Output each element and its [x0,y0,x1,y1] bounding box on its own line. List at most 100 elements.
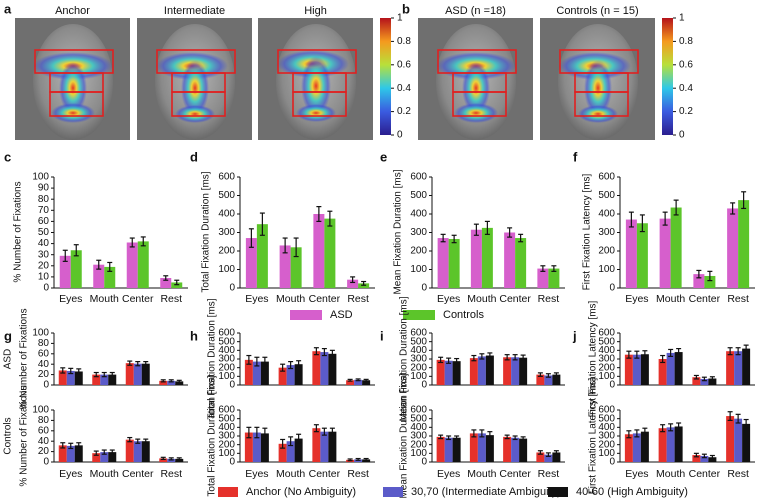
y-tick-label: 500 [410,336,427,347]
bar [448,238,460,288]
y-tick-label: 100 [218,264,235,275]
legend-swatch [383,487,403,497]
bar [444,437,453,462]
face-heatmap [137,18,252,140]
bar [640,354,649,385]
heat-blob [175,105,215,123]
error-bar [727,411,733,421]
error-bar [93,371,99,378]
y-tick-label: 600 [410,172,427,183]
y-axis-title: First Fixation Latency [ms] [582,173,593,290]
roi-box [452,91,507,117]
bar [481,227,493,288]
bar [160,278,172,288]
row-label: Controls [3,417,14,454]
y-tick-label: 0 [609,380,615,391]
error-bar [321,348,327,357]
error-bar [735,347,741,356]
error-bar [545,373,551,378]
x-tick-label: Rest [727,293,749,305]
error-bar [693,374,699,380]
error-bar [160,379,166,383]
x-tick-label: Center [689,468,721,480]
bar [544,454,553,462]
bar [320,352,329,385]
error-bar [479,353,485,360]
bar [708,457,717,462]
error-bar [135,361,141,367]
error-bar [109,449,115,455]
y-tick-label: 100 [32,172,49,183]
x-tick-label: Center [122,468,154,480]
legend-swatch [218,487,238,497]
bar [625,219,637,288]
y-tick-label: 600 [218,172,235,183]
bar [244,359,253,385]
bar [133,441,142,462]
bar [278,443,287,462]
error-bar [454,357,460,365]
error-bar [504,354,510,361]
bar [624,434,633,462]
bar [504,232,516,288]
x-tick-label: Mouth [467,293,496,305]
row-label: ASD [3,349,14,370]
x-tick-label: Mouth [656,293,685,305]
bar [536,452,545,462]
bar [278,367,287,385]
y-tick-label: 300 [410,227,427,238]
error-bar [168,379,174,383]
y-tick-label: 300 [598,227,615,238]
bar [252,432,261,462]
heat-blob [584,60,612,116]
y-tick-label: 0 [421,380,427,391]
legend-label: 30,70 (Intermediate Ambiguity) [411,486,561,498]
x-tick-label: Center [309,293,341,305]
panel-letter: j [572,328,577,343]
error-bar [634,350,640,359]
bar [511,357,520,385]
bar [108,452,117,462]
bar [93,264,105,288]
error-bar [109,371,115,378]
error-bar [60,442,66,449]
legend-label: ASD [330,309,353,321]
error-bar [246,426,252,439]
bar [312,351,321,385]
y-tick-label: 600 [598,405,615,416]
bar [66,445,75,462]
error-bar [76,442,82,449]
x-tick-label: Center [689,293,721,305]
error-bar [701,376,707,382]
face-heatmap [15,18,130,140]
panel-letter: f [573,149,578,164]
y-axis-title: % Number of Fixations [19,385,30,486]
error-bar [73,244,79,257]
error-bar [487,352,493,359]
bar [658,359,667,385]
y-tick-label: 20 [38,369,50,380]
bar [346,380,355,385]
bar [167,380,176,385]
error-bar [176,379,182,383]
error-bar [473,223,479,236]
y-tick-label: 0 [43,380,49,391]
error-bar [127,360,133,366]
error-bar [730,202,736,215]
bar [125,439,134,462]
error-bar [668,423,674,432]
error-bar [355,457,361,461]
bar [256,224,268,288]
y-tick-label: 80 [38,338,50,349]
bar [693,274,705,288]
bar [133,363,142,385]
heat-blob [181,60,209,116]
error-bar [660,424,666,433]
bar [347,279,359,288]
y-axis-title: % Number of Fixations [13,181,24,282]
error-bar [350,276,356,284]
error-bar [707,270,713,282]
y-tick-label: 500 [218,336,235,347]
error-bar [127,436,133,443]
heat-blob [59,62,87,114]
